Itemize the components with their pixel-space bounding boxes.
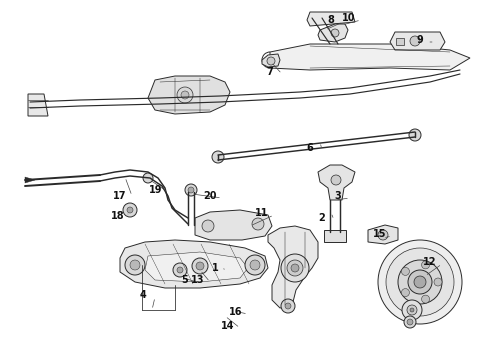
Circle shape <box>386 248 454 316</box>
Text: 1: 1 <box>212 263 219 273</box>
Circle shape <box>378 240 462 324</box>
Circle shape <box>267 57 275 65</box>
Text: 8: 8 <box>327 15 335 25</box>
Text: 6: 6 <box>307 143 314 153</box>
Polygon shape <box>307 12 355 26</box>
Text: 2: 2 <box>318 213 325 223</box>
Polygon shape <box>148 76 230 114</box>
Polygon shape <box>318 24 348 42</box>
Text: 19: 19 <box>149 185 163 195</box>
Text: 18: 18 <box>111 211 125 221</box>
Text: 7: 7 <box>267 67 273 77</box>
Circle shape <box>408 270 432 294</box>
Circle shape <box>414 276 426 288</box>
Text: 13: 13 <box>191 275 205 285</box>
Circle shape <box>407 305 417 315</box>
Circle shape <box>331 175 341 185</box>
Polygon shape <box>270 44 470 70</box>
Circle shape <box>123 203 137 217</box>
Circle shape <box>196 262 204 270</box>
Circle shape <box>421 295 430 303</box>
Polygon shape <box>25 177 35 183</box>
Polygon shape <box>368 225 398 244</box>
Circle shape <box>378 230 388 240</box>
Circle shape <box>188 187 194 193</box>
Text: 5: 5 <box>182 275 188 285</box>
Circle shape <box>287 260 303 276</box>
Text: 12: 12 <box>423 257 437 267</box>
Polygon shape <box>120 240 268 288</box>
Polygon shape <box>195 210 272 240</box>
Circle shape <box>192 258 208 274</box>
Bar <box>324 230 346 242</box>
Text: 20: 20 <box>203 191 217 201</box>
Circle shape <box>402 300 422 320</box>
Polygon shape <box>390 32 445 50</box>
Polygon shape <box>262 54 280 67</box>
Circle shape <box>130 260 140 270</box>
Circle shape <box>173 263 187 277</box>
Circle shape <box>398 260 442 304</box>
Text: 14: 14 <box>221 321 235 331</box>
Text: 3: 3 <box>335 191 342 201</box>
Text: 10: 10 <box>342 13 356 23</box>
Circle shape <box>127 207 133 213</box>
Circle shape <box>281 299 295 313</box>
Circle shape <box>181 91 189 99</box>
Polygon shape <box>318 165 355 200</box>
Bar <box>396 38 404 45</box>
Circle shape <box>410 308 414 312</box>
Circle shape <box>404 316 416 328</box>
Circle shape <box>125 255 145 275</box>
Polygon shape <box>268 226 318 308</box>
Circle shape <box>291 264 299 272</box>
Circle shape <box>177 87 193 103</box>
Text: 16: 16 <box>229 307 243 317</box>
Text: 11: 11 <box>255 208 269 218</box>
Polygon shape <box>28 94 48 116</box>
Circle shape <box>281 254 309 282</box>
Circle shape <box>421 261 430 269</box>
Circle shape <box>434 278 442 286</box>
Polygon shape <box>145 252 248 282</box>
Text: 15: 15 <box>373 229 387 239</box>
Circle shape <box>185 184 197 196</box>
Circle shape <box>245 255 265 275</box>
Circle shape <box>143 173 153 183</box>
Circle shape <box>410 36 420 46</box>
Circle shape <box>285 303 291 309</box>
Text: 9: 9 <box>416 35 423 45</box>
Circle shape <box>409 129 421 141</box>
Circle shape <box>331 29 339 37</box>
Circle shape <box>212 151 224 163</box>
Text: 17: 17 <box>113 191 127 201</box>
Circle shape <box>407 319 413 325</box>
Circle shape <box>177 267 183 273</box>
Circle shape <box>202 220 214 232</box>
Text: 4: 4 <box>140 290 147 300</box>
Circle shape <box>401 289 410 297</box>
Circle shape <box>250 260 260 270</box>
Circle shape <box>252 218 264 230</box>
Circle shape <box>401 267 410 275</box>
